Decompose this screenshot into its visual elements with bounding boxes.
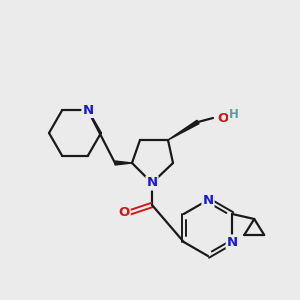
Polygon shape — [168, 120, 199, 140]
Text: N: N — [146, 176, 158, 190]
Text: H: H — [229, 109, 239, 122]
Text: N: N — [82, 104, 94, 117]
Text: O: O — [218, 112, 229, 124]
Text: N: N — [227, 236, 238, 248]
Polygon shape — [115, 161, 132, 165]
Text: O: O — [118, 206, 130, 220]
Text: N: N — [202, 194, 214, 206]
